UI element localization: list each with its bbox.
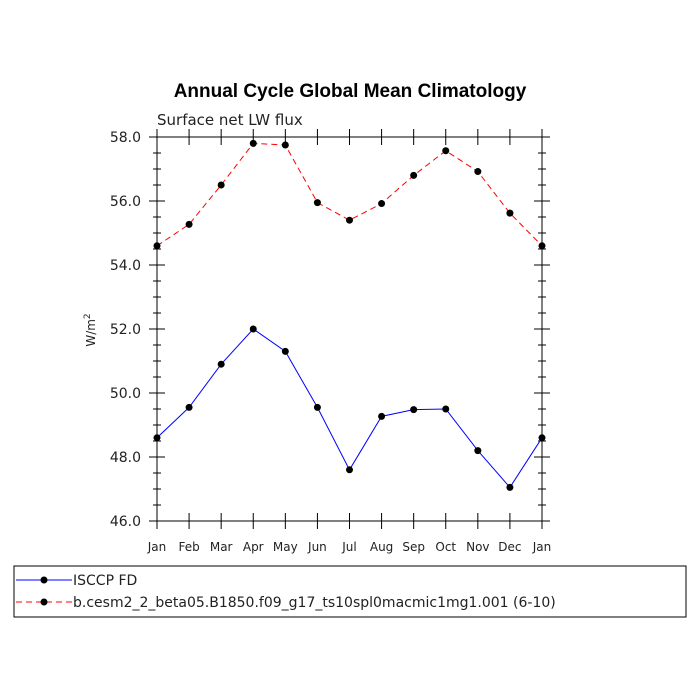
y-axis-label-sup: 2 xyxy=(83,313,93,319)
series-1-point xyxy=(410,406,418,414)
series-2-point xyxy=(281,141,289,149)
x-tick-label: Oct xyxy=(435,540,456,554)
series-line-1 xyxy=(156,328,543,489)
series-2-point xyxy=(185,220,193,228)
series-line-2 xyxy=(156,142,543,247)
y-axis-label: W/m2 xyxy=(83,313,98,346)
series-2-point xyxy=(378,200,386,208)
series-1-point xyxy=(217,360,225,368)
series-1-point xyxy=(474,447,482,455)
axes: Jan Feb Mar Apr May Jun Jul Aug Sep Oct Nov Dec Jan 4… xyxy=(110,129,551,554)
legend-label-1: ISCCP FD xyxy=(73,573,137,589)
series-1-point xyxy=(153,434,161,442)
chart-title: Annual Cycle Global Mean Climatology xyxy=(174,81,527,102)
x-tick-label: May xyxy=(273,540,298,554)
chart-subtitle: Surface net LW flux xyxy=(157,111,303,129)
y-tick-label: 56.0 xyxy=(110,194,141,210)
x-tick-label: Sep xyxy=(402,540,425,554)
y-tick-label: 46.0 xyxy=(110,514,141,530)
x-tick-label: Feb xyxy=(178,540,199,554)
series-1-point xyxy=(249,325,257,333)
series-2-point xyxy=(506,209,514,217)
series-2-point xyxy=(153,242,161,250)
series-1-point xyxy=(346,466,353,474)
legend: ISCCP FD b.cesm2_2_beta05.B1850.f09_g17_t… xyxy=(16,573,556,611)
x-tick-label: Jul xyxy=(341,540,356,554)
y-axis-label-base: W/m xyxy=(84,319,98,347)
series-1-point xyxy=(378,412,386,420)
x-tick-label: Nov xyxy=(466,540,489,554)
series-2-point xyxy=(538,242,546,250)
series-1-point xyxy=(538,434,546,442)
series-2-point xyxy=(474,168,482,176)
series-2-point xyxy=(442,147,450,155)
series-2-point xyxy=(217,181,225,189)
x-tick-label: Jan xyxy=(147,540,167,554)
legend-marker-2 xyxy=(40,598,48,606)
x-tick-label: Dec xyxy=(498,540,521,554)
y-tick-label: 50.0 xyxy=(110,386,141,402)
y-tick-label: 52.0 xyxy=(110,322,141,338)
x-tick-label: Jun xyxy=(307,540,327,554)
series-layer xyxy=(153,139,546,491)
legend-marker-1 xyxy=(40,576,48,584)
series-2-point xyxy=(410,171,418,179)
series-2-point xyxy=(249,139,257,147)
series-1-point xyxy=(185,403,193,411)
series-2-point xyxy=(346,216,353,224)
x-tick-label: Apr xyxy=(243,540,264,554)
legend-box xyxy=(13,565,687,618)
y-tick-label: 58.0 xyxy=(110,130,141,146)
series-1-point xyxy=(506,483,514,491)
series-2-point xyxy=(313,199,321,207)
plot-frame xyxy=(156,136,543,522)
x-tick-label: Jan xyxy=(532,540,552,554)
y-tick-label: 48.0 xyxy=(110,450,141,466)
y-tick-label: 54.0 xyxy=(110,258,141,274)
x-tick-label: Mar xyxy=(210,540,233,554)
series-1-point xyxy=(313,403,321,411)
legend-label-2: b.cesm2_2_beta05.B1850.f09_g17_ts10spl0m… xyxy=(73,595,556,611)
x-tick-label: Aug xyxy=(370,540,393,554)
series-1-point xyxy=(442,405,450,413)
series-1-point xyxy=(281,347,289,355)
